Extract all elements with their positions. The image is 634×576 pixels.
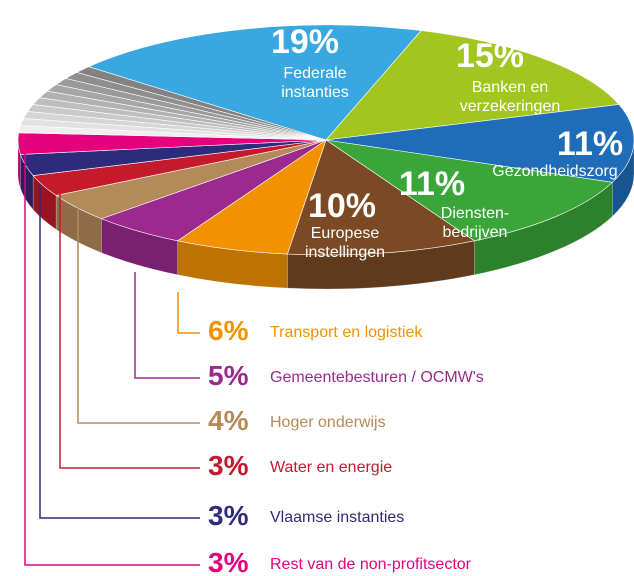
category-label: Banken en verzekeringen <box>459 79 561 116</box>
slice <box>75 66 327 141</box>
category-label: Diensten- bedrijven <box>440 205 510 242</box>
legend-value: 4% <box>208 405 249 436</box>
leader-line <box>39 184 200 519</box>
legend-value: 6% <box>208 315 249 346</box>
slice <box>286 139 476 256</box>
legend-label: Vlaamse instanties <box>270 509 405 526</box>
legend-label: Gemeentebesturen / OCMW's <box>270 369 484 386</box>
slice <box>325 139 614 242</box>
leader-line <box>59 190 200 469</box>
category-label: Gezondheidszorg <box>492 163 618 180</box>
value-label: 11% <box>398 165 466 203</box>
legend-label: Transport en logistiek <box>270 324 423 341</box>
leader-line <box>134 272 200 379</box>
legend-label: Water en energie <box>270 459 393 476</box>
category-label: Europese instellingen <box>304 225 386 262</box>
slice <box>87 24 422 141</box>
legend-value: 5% <box>208 360 249 391</box>
leader-line <box>24 150 200 566</box>
value-label: 11% <box>556 125 624 163</box>
legend-value: 3% <box>208 500 249 531</box>
legend-value: 3% <box>208 450 249 481</box>
legend-value: 3% <box>208 547 249 576</box>
value-label: 19% <box>270 23 340 61</box>
slice <box>325 30 620 141</box>
value-label: 10% <box>307 187 377 225</box>
legend-label: Rest van de non-profitsector <box>270 556 471 573</box>
leader-line <box>77 196 200 424</box>
leader-line <box>177 292 200 334</box>
category-label: Federale instanties <box>281 65 349 102</box>
value-label: 15% <box>455 37 525 75</box>
legend-label: Hoger onderwijs <box>270 414 386 431</box>
